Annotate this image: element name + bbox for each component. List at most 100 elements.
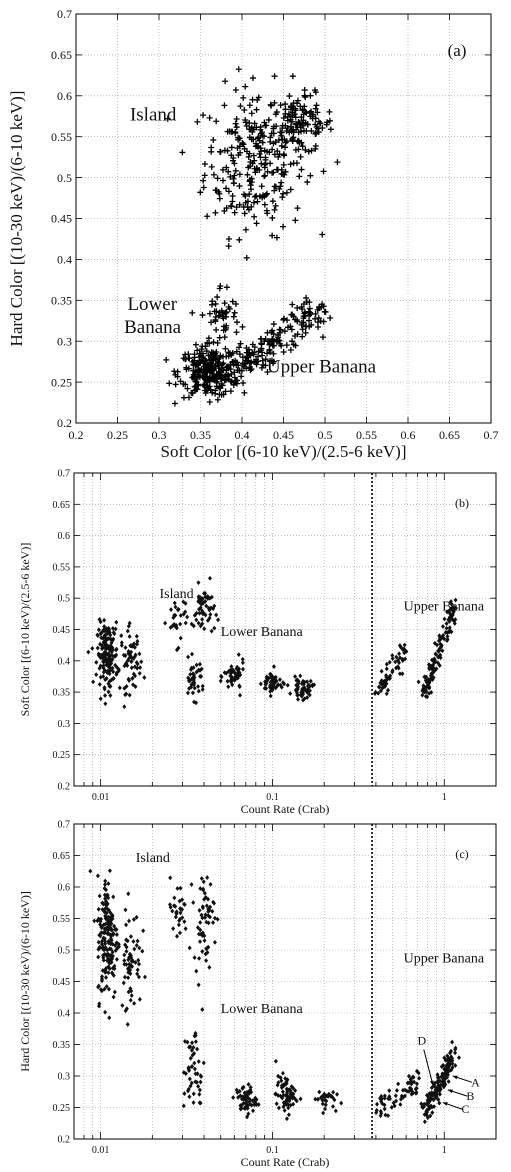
x-tick-label: 0.1 [266,792,279,803]
data-point [185,690,190,696]
data-point [237,1088,242,1094]
panel-label: (b) [455,496,469,510]
data-point [104,662,109,668]
data-point [302,329,309,336]
data-point [289,338,296,345]
data-point [378,1113,383,1119]
y-tick-label: 0.65 [53,851,71,862]
data-point [384,674,389,680]
data-point [204,213,211,220]
data-point [312,310,319,317]
data-point [296,696,301,702]
data-point [374,1110,379,1115]
data-point [384,691,389,697]
data-point [271,664,276,669]
data-point [280,348,287,355]
data-point [277,340,284,347]
data-point [111,669,116,675]
arrow-d [423,1049,434,1086]
data-point [240,1085,245,1091]
data-point [205,335,212,342]
data-point [211,900,216,906]
data-point [102,936,107,941]
y-tick-label: 0.2 [58,1135,71,1146]
data-point [429,1090,434,1095]
data-point [106,921,111,927]
data-point [304,688,309,693]
data-point [188,672,193,677]
data-point [96,627,101,633]
data-point [322,308,329,315]
data-point [91,679,96,685]
data-point [251,349,258,356]
data-point [299,333,306,340]
data-point [174,373,181,380]
data-point [191,1045,196,1050]
data-point [106,964,111,970]
data-point [103,693,108,698]
data-point [244,353,251,360]
data-point [102,926,107,932]
data-point [252,140,259,147]
y-tick-label: 0.7 [58,820,71,831]
data-point [101,901,106,907]
data-point [278,142,285,149]
data-point [177,898,182,904]
y-tick-label: 0.55 [53,562,71,573]
data-point [200,382,207,389]
data-point [265,116,272,123]
data-point [243,365,250,372]
data-point [102,986,107,992]
data-point [205,618,210,623]
data-point [110,626,115,631]
data-point [288,1102,293,1108]
data-point [197,359,204,366]
data-point [436,1097,441,1102]
data-point [109,932,114,938]
data-point [425,1097,430,1103]
annotation-label: A [471,1076,480,1090]
data-point [445,634,450,639]
data-point [197,1087,202,1093]
data-point [210,171,217,178]
data-point [205,352,212,359]
data-point [214,175,221,182]
data-point [253,361,260,368]
data-point [440,1075,445,1081]
data-point [285,1077,290,1083]
data-point [102,617,107,623]
data-point [178,885,183,891]
data-point [272,202,279,209]
data-point [103,628,108,634]
data-point [450,616,455,622]
data-point [450,1058,455,1063]
data-point [128,971,133,977]
data-point [202,933,207,939]
data-point [205,596,210,601]
data-point [248,186,255,193]
data-point [204,946,209,952]
data-point [202,938,207,943]
data-point [188,1055,193,1061]
data-point [194,1079,199,1085]
data-point [121,980,126,986]
plot-frame [73,823,497,1140]
data-point [448,599,453,604]
data-point [283,342,290,349]
data-point [286,1105,291,1111]
data-point [188,389,195,396]
x-tick-label: 0.7 [484,428,499,442]
data-point [246,102,253,109]
data-point [97,652,102,658]
data-point [192,675,197,680]
data-point [102,624,107,629]
data-point [258,364,265,371]
data-point [282,101,289,108]
data-point [389,1104,394,1110]
data-point [386,1113,391,1118]
data-point [197,661,202,667]
annotation-label: C [462,1102,470,1116]
data-point [247,352,254,359]
data-point [267,138,274,145]
y-tick-label: 0.55 [53,914,71,925]
